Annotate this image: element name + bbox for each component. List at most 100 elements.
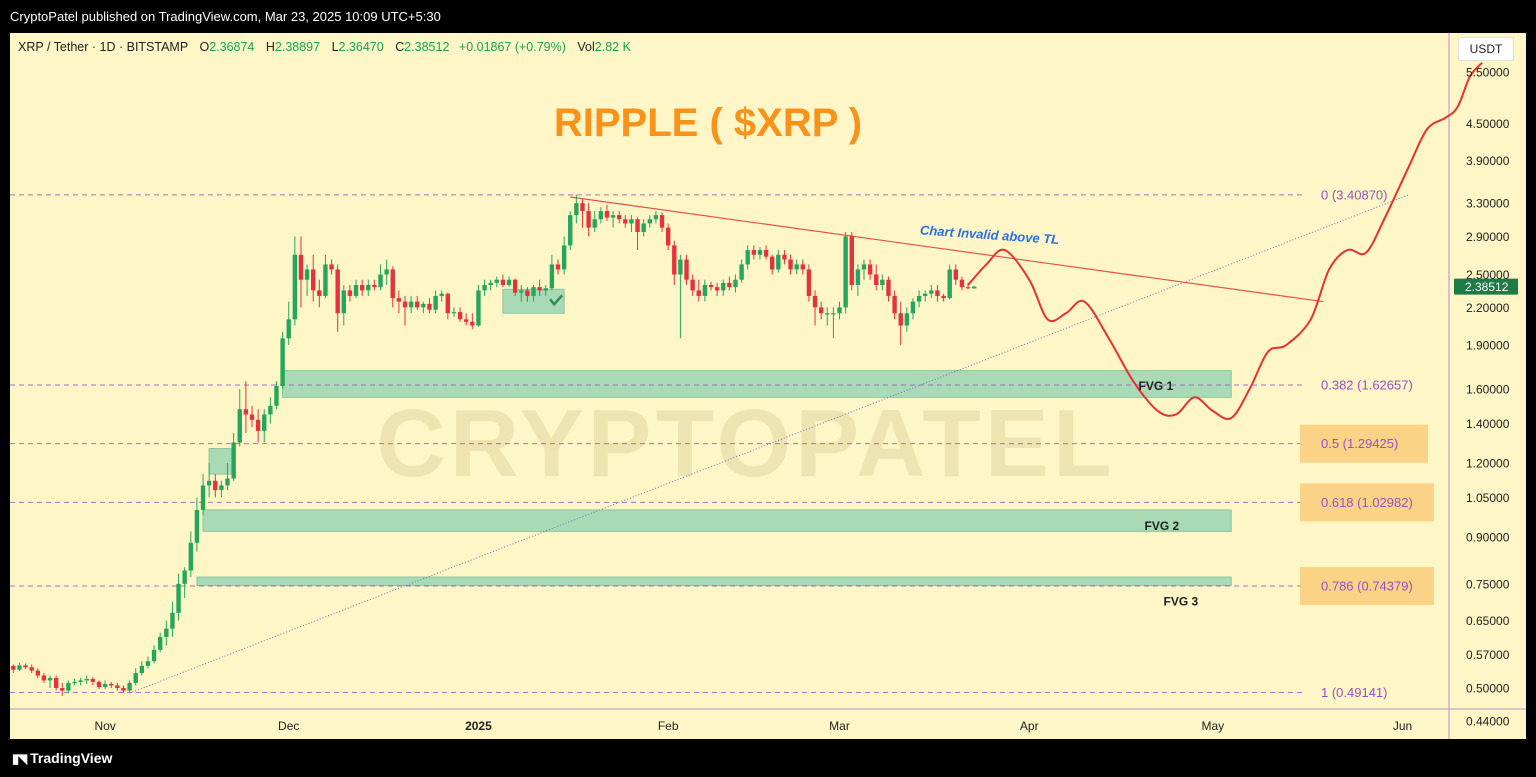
candle-body: [415, 301, 420, 308]
fvg-zone-1: [282, 370, 1232, 398]
candle-body: [445, 293, 451, 314]
candle: [592, 211, 597, 232]
candle: [568, 211, 573, 251]
candle-body: [286, 319, 291, 339]
candle-body: [347, 290, 353, 296]
candle-body: [390, 269, 395, 299]
candle: [60, 682, 65, 696]
candle-body: [788, 259, 793, 270]
candle: [206, 463, 212, 498]
candle: [274, 381, 279, 410]
candle-body: [35, 670, 40, 676]
candle: [72, 678, 77, 686]
candle-body: [274, 385, 279, 406]
candle-body: [549, 264, 555, 289]
candle: [139, 661, 145, 676]
candle: [298, 236, 304, 308]
candle-body: [617, 215, 622, 220]
candle: [506, 276, 512, 288]
candle-body: [647, 219, 652, 224]
y-tick-label: 1.60000: [1466, 383, 1510, 397]
candle-body: [366, 284, 371, 291]
candle-body: [635, 219, 640, 232]
candle: [384, 259, 389, 285]
candle: [127, 680, 132, 693]
candle-body: [457, 312, 463, 320]
projection-layer: [967, 62, 1483, 420]
candle-body: [66, 682, 71, 691]
candle: [439, 290, 444, 302]
volume-label: Vol: [577, 40, 595, 54]
rising-trendline: [129, 194, 1409, 694]
candle-body: [825, 313, 830, 315]
candle-body: [139, 665, 145, 674]
candle: [262, 409, 267, 443]
candle: [182, 567, 187, 598]
candle: [482, 279, 487, 296]
currency-button[interactable]: USDT: [1458, 37, 1514, 61]
candle-body: [60, 688, 65, 691]
candle: [947, 264, 952, 300]
candle-body: [598, 211, 604, 220]
candle-body: [280, 338, 285, 386]
candle-body: [745, 250, 750, 265]
symbol-legend: XRP / Tether · 1D · BITSTAMP O2.36874 H2…: [18, 40, 631, 54]
fib-highlight-3: [1300, 483, 1434, 522]
candle-body: [739, 264, 744, 280]
candle-body: [818, 307, 824, 314]
candle: [335, 264, 340, 332]
candle-body: [482, 284, 487, 291]
candle-body: [561, 245, 567, 270]
fib-level-layer: [10, 194, 1434, 693]
candle: [678, 254, 683, 339]
candle: [647, 215, 652, 228]
candle-body: [653, 215, 659, 220]
candle-body: [867, 264, 873, 275]
candle-body: [672, 245, 677, 275]
candle-body: [121, 688, 126, 691]
y-tick-label: 2.90000: [1466, 230, 1510, 244]
candle: [408, 295, 414, 314]
low-value: 2.36470: [338, 40, 384, 54]
candle: [90, 676, 96, 686]
candle-body: [721, 282, 726, 291]
candle-body: [916, 295, 922, 302]
candle: [231, 432, 236, 481]
x-tick-label: Feb: [658, 719, 679, 733]
candle-body: [831, 313, 836, 315]
candle-body: [929, 290, 934, 294]
chart-frame[interactable]: CRYPTOPATEL RIPPLE ( $XRP ) FVG 1 FVG 2 FVG…: [10, 33, 1526, 739]
candle: [727, 276, 732, 291]
check-icon: [549, 294, 564, 307]
grid-layer: [10, 33, 1526, 739]
candle-body: [684, 259, 689, 280]
candle: [806, 264, 812, 302]
candle-body: [109, 683, 114, 686]
candle: [794, 259, 799, 275]
candle: [23, 663, 28, 670]
tradingview-logo[interactable]: ▮◥ TradingView: [12, 750, 112, 767]
candle-body: [255, 419, 261, 431]
candle: [818, 301, 824, 320]
candle: [537, 279, 542, 296]
high-value: 2.38897: [274, 40, 321, 54]
candle-body: [317, 290, 322, 296]
candle: [696, 279, 701, 302]
candle-body: [11, 665, 16, 670]
axis-layer: 5.50000 4.50000 3.90000 3.30000 2.90000 2.500…: [94, 65, 1518, 733]
candle: [702, 279, 708, 302]
candle-body: [506, 279, 512, 285]
candle-body: [353, 284, 359, 296]
candle-body: [971, 286, 977, 289]
candle: [861, 259, 867, 280]
close-label: C: [395, 40, 405, 54]
candle: [929, 284, 934, 299]
candle: [464, 313, 469, 326]
y-tick-label: 4.50000: [1466, 117, 1510, 131]
candle-body: [519, 290, 524, 293]
chart-title: RIPPLE ( $XRP ): [554, 101, 862, 145]
candle: [543, 284, 548, 296]
candle-body: [849, 236, 854, 285]
candle: [121, 685, 126, 693]
